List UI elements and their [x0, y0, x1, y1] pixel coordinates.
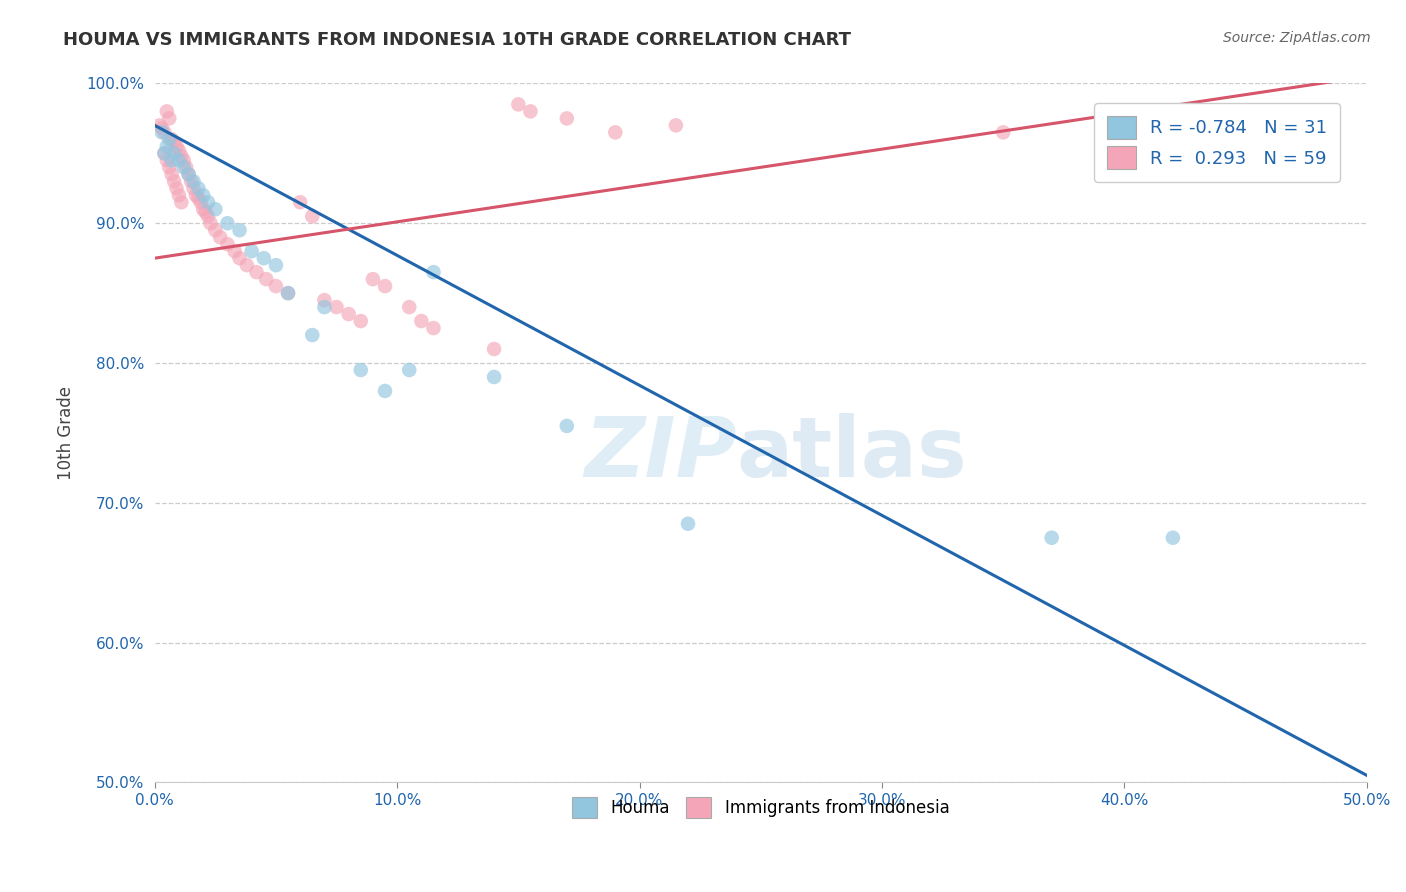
Point — [204, 223, 226, 237]
Point — [374, 279, 396, 293]
Point — [482, 370, 505, 384]
Text: Source: ZipAtlas.com: Source: ZipAtlas.com — [1223, 31, 1371, 45]
Point — [422, 265, 444, 279]
Point — [200, 216, 222, 230]
Point — [422, 321, 444, 335]
Point — [184, 188, 207, 202]
Point — [190, 195, 212, 210]
Point — [153, 146, 176, 161]
Point — [374, 384, 396, 398]
Point — [173, 161, 195, 175]
Point — [361, 272, 384, 286]
Point — [288, 195, 311, 210]
Point — [245, 265, 267, 279]
Point — [228, 223, 250, 237]
Point — [665, 119, 688, 133]
Point — [277, 286, 299, 301]
Point — [254, 272, 277, 286]
Point — [605, 125, 627, 139]
Point — [166, 181, 188, 195]
Point — [676, 516, 699, 531]
Point — [314, 300, 336, 314]
Point — [193, 188, 215, 202]
Point — [177, 167, 200, 181]
Point — [167, 144, 190, 158]
Y-axis label: 10th Grade: 10th Grade — [58, 386, 75, 480]
Point — [167, 188, 190, 202]
Point — [398, 300, 420, 314]
Point — [350, 363, 373, 377]
Point — [173, 153, 195, 168]
Point — [508, 97, 530, 112]
Point — [150, 121, 173, 136]
Point — [337, 307, 360, 321]
Point — [1174, 132, 1197, 146]
Point — [217, 216, 239, 230]
Point — [187, 191, 209, 205]
Point — [157, 112, 180, 126]
Point — [160, 167, 183, 181]
Point — [398, 363, 420, 377]
Point — [1161, 531, 1184, 545]
Point — [183, 174, 205, 188]
Text: ZIP: ZIP — [583, 413, 737, 494]
Point — [301, 209, 323, 223]
Point — [150, 125, 173, 139]
Point — [217, 237, 239, 252]
Point — [177, 167, 200, 181]
Point — [301, 328, 323, 343]
Point — [314, 293, 336, 307]
Point — [157, 161, 180, 175]
Point — [325, 300, 347, 314]
Point — [156, 153, 179, 168]
Point — [555, 112, 578, 126]
Point — [240, 244, 263, 259]
Point — [519, 104, 541, 119]
Point — [993, 125, 1015, 139]
Point — [277, 286, 299, 301]
Point — [253, 251, 276, 265]
Point — [163, 135, 186, 149]
Point — [174, 161, 197, 175]
Point — [167, 153, 190, 168]
Point — [193, 202, 215, 217]
Point — [228, 251, 250, 265]
Point — [236, 258, 259, 272]
Point — [156, 104, 179, 119]
Point — [264, 279, 287, 293]
Point — [156, 139, 179, 153]
Point — [197, 195, 219, 210]
Point — [197, 209, 219, 223]
Point — [183, 181, 205, 195]
Point — [264, 258, 287, 272]
Point — [1040, 531, 1063, 545]
Point — [153, 146, 176, 161]
Point — [350, 314, 373, 328]
Point — [153, 125, 176, 139]
Point — [194, 205, 217, 219]
Point — [160, 132, 183, 146]
Point — [166, 139, 188, 153]
Point — [160, 153, 183, 168]
Point — [170, 149, 193, 163]
Point — [209, 230, 232, 244]
Legend: Houma, Immigrants from Indonesia: Houma, Immigrants from Indonesia — [565, 790, 956, 824]
Point — [170, 195, 193, 210]
Text: atlas: atlas — [737, 413, 967, 494]
Point — [148, 119, 170, 133]
Point — [163, 174, 186, 188]
Point — [163, 146, 186, 161]
Point — [204, 202, 226, 217]
Point — [555, 418, 578, 433]
Point — [411, 314, 433, 328]
Point — [224, 244, 246, 259]
Point — [187, 181, 209, 195]
Text: HOUMA VS IMMIGRANTS FROM INDONESIA 10TH GRADE CORRELATION CHART: HOUMA VS IMMIGRANTS FROM INDONESIA 10TH … — [63, 31, 851, 49]
Point — [157, 132, 180, 146]
Point — [180, 174, 202, 188]
Point — [482, 342, 505, 356]
